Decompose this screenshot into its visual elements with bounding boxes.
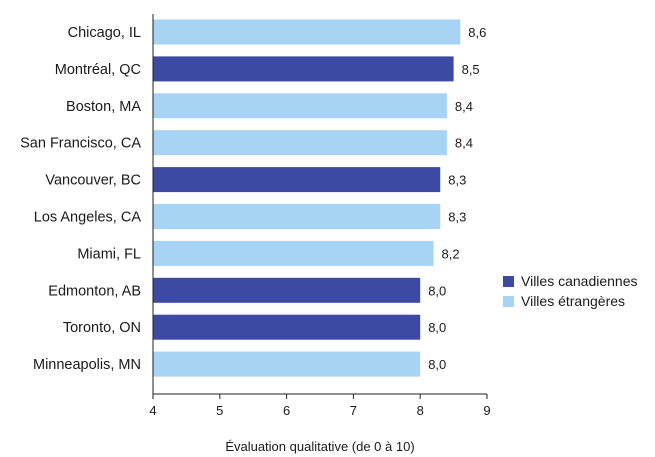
legend-label: Villes canadiennes <box>521 273 638 289</box>
x-axis-title: Évaluation qualitative (de 0 à 10) <box>225 439 414 454</box>
bar <box>153 351 421 377</box>
category-label: San Francisco, CA <box>20 136 141 152</box>
bar <box>153 56 454 82</box>
bar <box>153 314 421 340</box>
value-label: 8,3 <box>448 173 466 188</box>
category-label: Vancouver, BC <box>45 173 141 189</box>
category-label: Montréal, QC <box>55 62 141 78</box>
value-label: 8,0 <box>428 283 446 298</box>
category-label: Los Angeles, CA <box>34 210 142 226</box>
value-label: 8,4 <box>455 99 473 114</box>
bar <box>153 93 447 119</box>
x-tick-label: 9 <box>483 403 490 418</box>
value-label: 8,0 <box>428 357 446 372</box>
legend-swatch <box>503 296 514 307</box>
category-label: Minneapolis, MN <box>33 357 141 373</box>
x-tick-label: 8 <box>417 403 424 418</box>
category-label: Miami, FL <box>77 246 141 262</box>
value-label: 8,2 <box>442 246 460 261</box>
x-tick-label: 4 <box>149 403 156 418</box>
bar <box>153 240 434 266</box>
bar <box>153 204 441 229</box>
value-label: 8,5 <box>462 62 480 77</box>
category-label: Toronto, ON <box>63 320 141 336</box>
value-labels: 8,6 8,5 8,4 8,4 8,3 8,3 8,2 8,0 8,0 8,0 <box>428 25 486 372</box>
bars-group <box>153 19 461 377</box>
value-label: 8,6 <box>468 25 486 40</box>
value-label: 8,0 <box>428 320 446 335</box>
legend: Villes canadiennes Villes étrangères <box>503 273 638 309</box>
legend-label: Villes étrangères <box>521 293 625 309</box>
value-label: 8,3 <box>448 210 466 225</box>
bar <box>153 167 441 193</box>
legend-swatch <box>503 276 514 287</box>
category-labels: Chicago, IL Montréal, QC Boston, MA San Fra… <box>20 25 141 373</box>
bar <box>153 277 421 303</box>
category-label: Boston, MA <box>66 99 141 115</box>
x-tick-label: 6 <box>283 403 290 418</box>
x-tick-label: 7 <box>350 403 357 418</box>
x-tick-label: 5 <box>216 403 223 418</box>
category-label: Edmonton, AB <box>48 283 141 299</box>
bar <box>153 19 461 45</box>
category-label: Chicago, IL <box>68 25 141 41</box>
value-label: 8,4 <box>455 136 473 151</box>
x-axis: 4 5 6 7 8 9 <box>149 14 491 418</box>
bar <box>153 130 447 156</box>
